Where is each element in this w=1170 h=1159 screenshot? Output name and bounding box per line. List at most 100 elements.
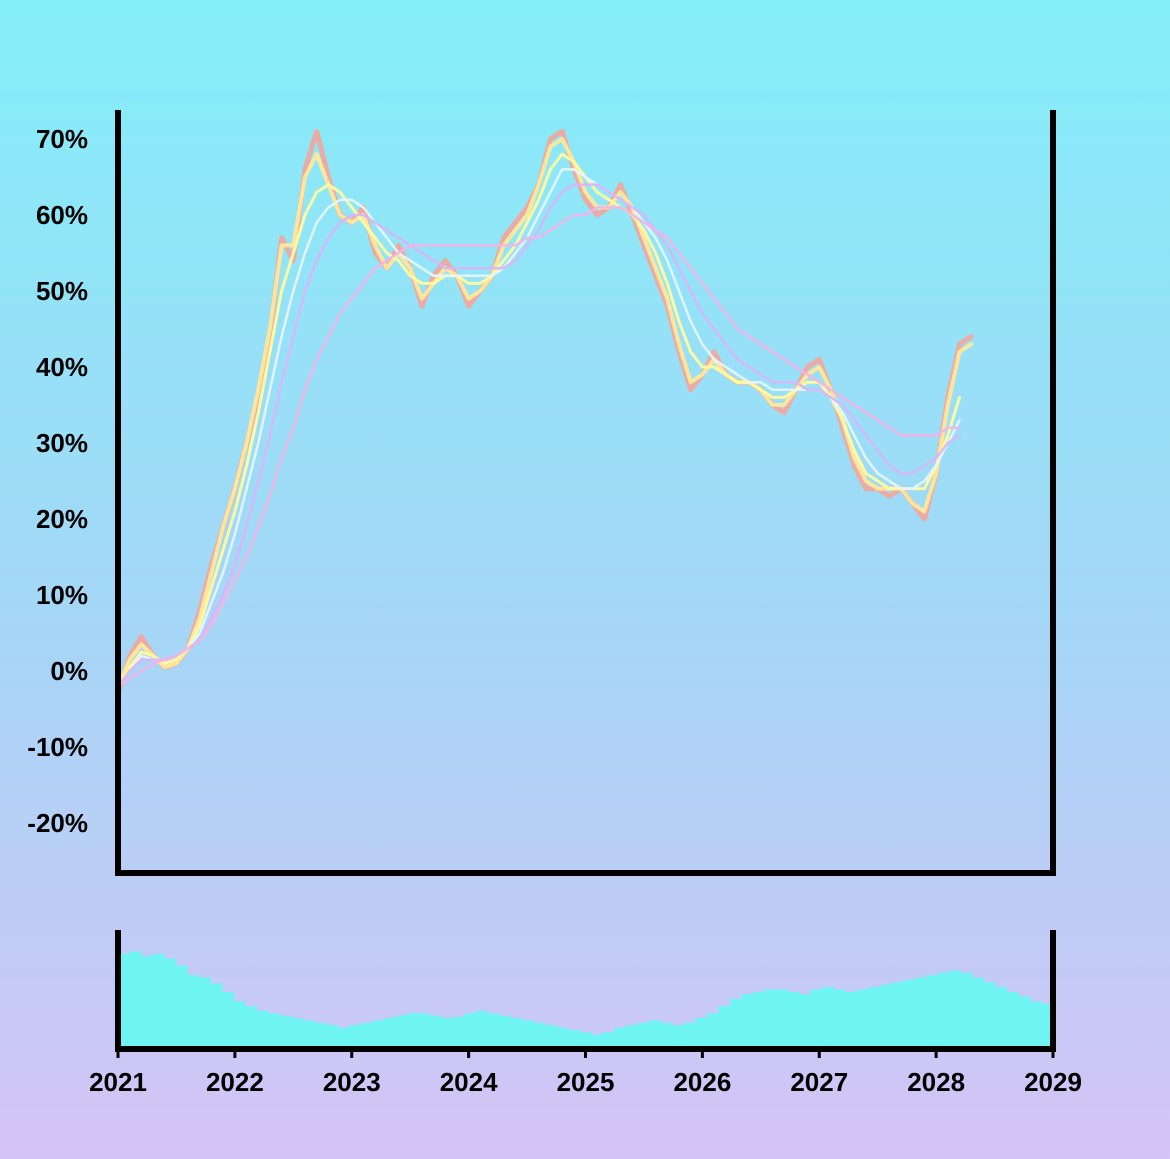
x-tick-label: 2022 xyxy=(206,1067,264,1097)
x-tick-label: 2024 xyxy=(440,1067,498,1097)
volume-bar xyxy=(360,1022,373,1049)
volume-bar xyxy=(845,991,858,1049)
volume-bar xyxy=(522,1020,534,1049)
volume-bar xyxy=(487,1013,500,1049)
series-lines xyxy=(115,128,974,697)
volume-bar xyxy=(337,1027,350,1049)
volume-bar xyxy=(568,1030,581,1049)
volume-bar xyxy=(221,991,234,1049)
volume-bar xyxy=(372,1020,384,1049)
volume-bar xyxy=(926,975,938,1049)
volume-bar xyxy=(764,989,777,1049)
volume-bar xyxy=(591,1034,604,1049)
volume-bar xyxy=(141,956,154,1049)
volume-bars xyxy=(118,951,1054,1049)
series-line-2 xyxy=(116,137,974,689)
volume-bar xyxy=(649,1020,661,1049)
volume-bar xyxy=(614,1027,627,1049)
y-tick-labels: 70% 60% 50% 40% 30% 20% 10% 0% -10% -20% xyxy=(27,124,88,838)
y-tick-label: -20% xyxy=(27,808,88,838)
volume-bar xyxy=(325,1025,338,1049)
volume-bar xyxy=(152,953,165,1049)
volume-bar xyxy=(972,977,985,1049)
volume-bar xyxy=(556,1027,569,1049)
volume-bar xyxy=(752,991,765,1049)
x-tick-label: 2027 xyxy=(790,1067,848,1097)
y-tick-label: 40% xyxy=(36,352,88,382)
volume-bar xyxy=(510,1018,523,1049)
main-plot-area: 70% 60% 50% 40% 30% 20% 10% 0% -10% -20% xyxy=(27,110,1056,876)
volume-bar xyxy=(602,1032,615,1049)
y-tick-label: 20% xyxy=(36,504,88,534)
volume-bar xyxy=(314,1022,327,1049)
volume-bar xyxy=(256,1010,269,1049)
y-tick-label: 60% xyxy=(36,200,88,230)
volume-bar xyxy=(776,989,788,1049)
x-tick-label: 2023 xyxy=(323,1067,381,1097)
volume-bar xyxy=(625,1025,638,1049)
volume-bar xyxy=(833,989,846,1049)
volume-bar xyxy=(418,1013,431,1049)
y-tick-label: -10% xyxy=(27,732,88,762)
volume-bar xyxy=(1029,1001,1042,1049)
volume-bar xyxy=(475,1010,488,1049)
volume-bar xyxy=(822,987,835,1049)
volume-bar xyxy=(383,1018,396,1049)
volume-bar xyxy=(406,1013,419,1049)
volume-bar xyxy=(729,999,742,1049)
x-tick-label: 2029 xyxy=(1024,1067,1082,1097)
volume-bar xyxy=(683,1022,696,1049)
y-tick-label: 70% xyxy=(36,124,88,154)
volume-bar xyxy=(175,965,188,1049)
volume-bar xyxy=(960,972,973,1049)
x-tick-label: 2026 xyxy=(673,1067,731,1097)
volume-bar xyxy=(245,1006,257,1049)
volume-bar xyxy=(983,982,996,1049)
volume-bar xyxy=(452,1016,465,1049)
series-line-6 xyxy=(116,206,961,688)
volume-bar xyxy=(695,1018,708,1049)
volume-bar xyxy=(279,1015,292,1049)
volume-bar xyxy=(672,1025,685,1049)
y-tick-label: 10% xyxy=(36,580,88,610)
series-line-5 xyxy=(116,183,961,688)
x-tick-label: 2028 xyxy=(907,1067,965,1097)
volume-bar xyxy=(533,1022,546,1049)
volume-bar xyxy=(879,984,892,1049)
volume-bar xyxy=(891,982,904,1049)
x-tick-label: 2021 xyxy=(89,1067,147,1097)
volume-bar xyxy=(233,1001,246,1049)
x-ticks: 2021 2022 2023 2024 2025 2026 2027 2028 2029 xyxy=(89,1049,1082,1097)
volume-bar xyxy=(395,1015,407,1049)
x-tick-label: 2025 xyxy=(557,1067,615,1097)
volume-bar xyxy=(660,1022,673,1049)
volume-bar xyxy=(995,987,1008,1049)
volume-bar xyxy=(799,994,811,1049)
volume-bar xyxy=(856,989,869,1049)
volume-bar xyxy=(441,1018,454,1049)
volume-bar xyxy=(706,1013,719,1049)
series-line-3 xyxy=(116,152,961,688)
volume-bar xyxy=(579,1032,592,1049)
volume-bar xyxy=(129,951,142,1049)
volume-bar xyxy=(348,1025,361,1049)
volume-bar xyxy=(902,980,915,1049)
volume-bar xyxy=(198,977,211,1049)
volume-panel: 2021 2022 2023 2024 2025 2026 2027 2028 2029 xyxy=(89,930,1082,1097)
volume-bar xyxy=(302,1020,315,1049)
volume-bar xyxy=(718,1006,731,1049)
volume-bar xyxy=(937,972,950,1049)
volume-bar xyxy=(545,1025,558,1049)
volume-bar xyxy=(810,989,823,1049)
volume-bar xyxy=(868,987,881,1049)
volume-bar xyxy=(741,994,754,1049)
volume-bar xyxy=(949,970,962,1049)
volume-bar xyxy=(164,958,177,1049)
volume-bar xyxy=(291,1018,304,1049)
y-tick-label: 50% xyxy=(36,276,88,306)
volume-bar xyxy=(1018,996,1031,1049)
volume-bar xyxy=(429,1015,442,1049)
volume-bar xyxy=(464,1013,477,1049)
volume-bar xyxy=(637,1022,650,1049)
